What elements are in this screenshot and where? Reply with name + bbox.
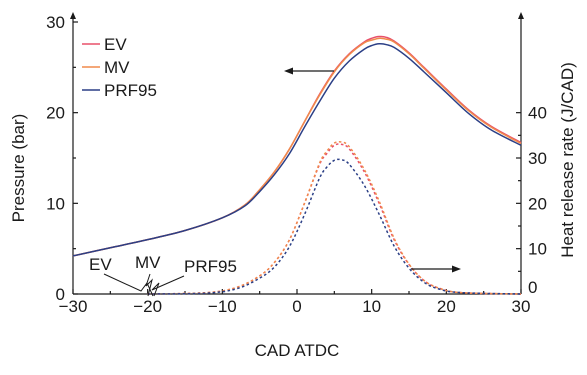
y-axis-right-title: Heat release rate (J/CAD) <box>558 62 577 258</box>
x-tick-label: 30 <box>512 297 531 316</box>
annotations: EV MV PRF95 <box>89 67 461 297</box>
y-axis-left-arrow <box>70 12 76 19</box>
annotation-leader-mv <box>145 273 153 297</box>
y-left-tick-label: 30 <box>46 13 65 32</box>
annotation-leader-prf95 <box>151 275 185 297</box>
x-tick-label: 10 <box>362 297 381 316</box>
heat-release-axis-arrowhead <box>452 265 461 273</box>
annotation-label-ev: EV <box>89 255 112 274</box>
legend-label-prf95: PRF95 <box>104 81 157 100</box>
heat-release-line-mv <box>147 141 522 295</box>
x-tick-label: −10 <box>208 297 237 316</box>
y-right-tick-label: 0 <box>528 278 537 297</box>
x-tick-label: −20 <box>133 297 162 316</box>
annotation-label-prf95: PRF95 <box>184 257 237 276</box>
y-axis-left-title: Pressure (bar) <box>9 114 28 223</box>
legend-label-ev: EV <box>104 35 127 54</box>
x-axis-title: CAD ATDC <box>255 341 340 360</box>
y-axis-right-arrow <box>518 12 524 19</box>
heat-release-lines <box>147 141 522 295</box>
legend-label-mv: MV <box>104 58 130 77</box>
legend: EV MV PRF95 <box>82 35 157 100</box>
pressure-lines <box>72 35 522 257</box>
y-left-tick-label: 20 <box>46 104 65 123</box>
x-tick-label: −30 <box>59 297 88 316</box>
annotation-label-mv: MV <box>135 253 161 272</box>
y-right-tick-label: 40 <box>528 104 547 123</box>
pressure-axis-arrowhead <box>284 67 293 75</box>
y-right-tick-label: 10 <box>528 240 547 259</box>
y-left-tick-label: 10 <box>46 194 65 213</box>
y-right-tick-label: 30 <box>528 149 547 168</box>
x-tick-label: 20 <box>437 297 456 316</box>
x-tick-label: 0 <box>292 297 301 316</box>
y-right-tick-label: 20 <box>528 194 547 213</box>
y-left-tick-label: 0 <box>56 285 65 304</box>
annotation-leader-ev <box>103 273 154 297</box>
heat-release-line-prf95 <box>147 158 522 295</box>
pressure-line-prf95 <box>72 42 522 257</box>
